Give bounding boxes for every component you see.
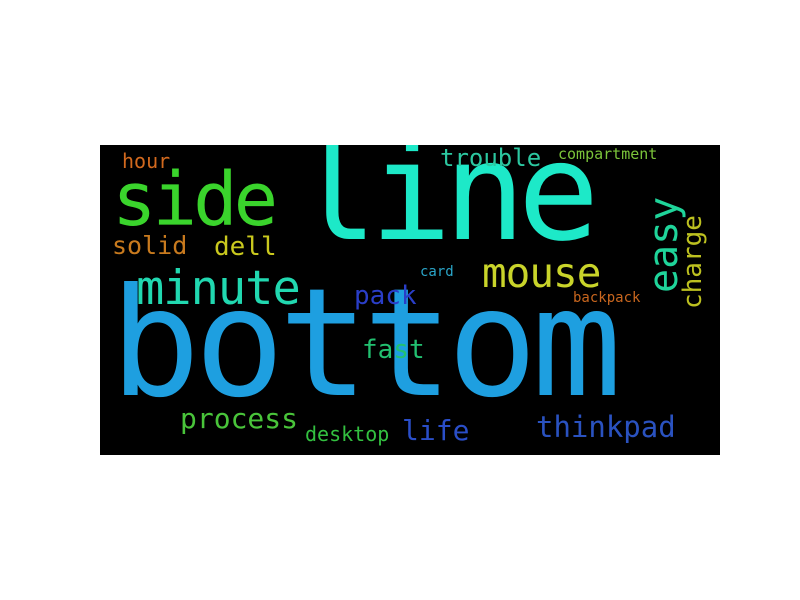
word-trouble: trouble [440,145,542,172]
word-pack: pack [354,281,417,311]
word-dell: dell [214,232,277,262]
word-cloud: line bottom side minute mouse easy charg… [100,145,720,455]
word-minute: minute [136,261,301,316]
word-line: line [296,145,600,272]
word-thinkpad: thinkpad [536,410,676,444]
word-bottom: bottom [110,257,622,431]
word-card: card [420,264,454,280]
word-hour: hour [122,149,171,173]
word-process: process [180,402,299,435]
word-compartment: compartment [558,145,658,163]
word-solid: solid [112,231,188,260]
word-fast: fast [362,335,425,365]
word-backpack: backpack [573,290,641,306]
word-charge: charge [678,215,708,309]
word-side: side [112,157,278,243]
word-desktop: desktop [305,422,390,446]
word-life: life [402,414,470,447]
word-mouse: mouse [482,249,601,297]
